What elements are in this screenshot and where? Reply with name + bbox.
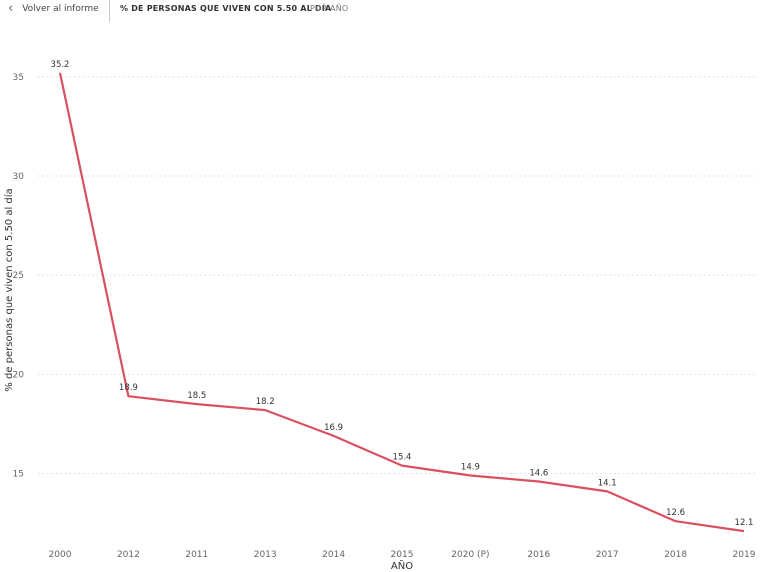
x-tick-label: 2014	[322, 550, 345, 560]
report-header: ‹ Volver al informe % DE PERSONAS QUE VI…	[0, 0, 768, 22]
x-tick-label: 2011	[185, 550, 208, 560]
data-label: 16.9	[324, 423, 343, 433]
series-line	[58, 72, 745, 533]
data-label: 18.9	[119, 383, 138, 393]
data-label: 35.2	[51, 60, 70, 70]
data-label: 18.5	[187, 391, 206, 401]
x-tick-label: 2000	[49, 550, 72, 560]
data-label: 14.1	[598, 478, 617, 488]
back-to-report-label: Volver al informe	[22, 4, 99, 14]
visual-title: % DE PERSONAS QUE VIVEN CON 5.50 AL DÍA	[120, 4, 332, 13]
y-tick-label: 20	[13, 370, 25, 380]
x-tick-label: 2018	[664, 550, 687, 560]
back-to-report-button[interactable]: ‹ Volver al informe	[8, 1, 99, 17]
y-tick-label: 25	[13, 271, 24, 281]
gridlines	[38, 76, 756, 475]
x-tick-label: 2017	[596, 550, 619, 560]
header-divider	[109, 0, 110, 22]
data-label: 12.1	[735, 518, 754, 528]
x-axis-title: AÑO	[391, 559, 413, 572]
data-label: 15.4	[393, 453, 412, 463]
data-label: 14.6	[529, 468, 548, 478]
data-label: 18.2	[256, 397, 275, 407]
x-tick-label: 2012	[117, 550, 140, 560]
x-tick-label: 2016	[527, 550, 550, 560]
x-tick-label: 2019	[733, 550, 756, 560]
data-label: 14.9	[461, 463, 480, 473]
x-tick-label: 2013	[254, 550, 277, 560]
y-axis-ticks: 15 20 25 30 35	[13, 73, 25, 480]
data-label: 12.6	[666, 508, 685, 518]
visual-subtitle: POR AÑO	[310, 4, 349, 13]
y-tick-label: 35	[13, 73, 24, 83]
y-tick-label: 30	[13, 172, 25, 182]
data-labels: 35.2 18.9 18.5 18.2 16.9 15.4 14.9 14.6 14.1 12.6…	[51, 60, 754, 528]
chevron-left-icon: ‹	[8, 1, 14, 16]
y-axis-title: % de personas que viven con 5.50 al día	[3, 188, 15, 391]
x-tick-label: 2015	[391, 550, 414, 560]
x-tick-label: 2020 (P)	[451, 550, 489, 560]
y-tick-label: 15	[13, 470, 24, 480]
x-axis-ticks: 2000 2012 2011 2013 2014 2015 2020 (P) 2016 2017…	[49, 550, 756, 560]
